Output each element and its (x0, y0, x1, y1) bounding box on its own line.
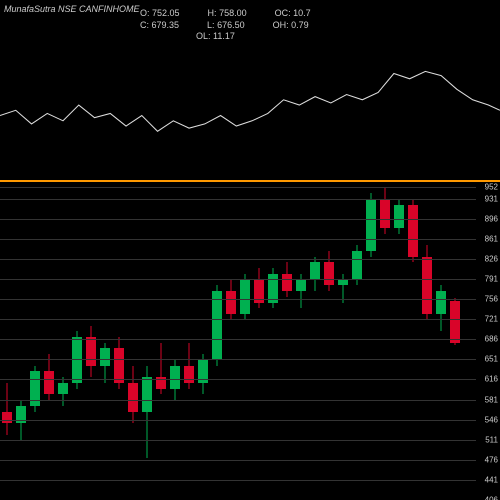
grid-line (0, 259, 476, 260)
candle (100, 182, 110, 500)
candle-body (436, 291, 446, 314)
candle-body (380, 199, 390, 228)
y-axis-label: 616 (485, 375, 498, 384)
grid-line (0, 279, 476, 280)
grid-line (0, 299, 476, 300)
candle (58, 182, 68, 500)
y-axis-label: 791 (485, 275, 498, 284)
y-axis-label: 406 (485, 496, 498, 500)
candle-wick (7, 383, 8, 435)
y-axis-label: 546 (485, 415, 498, 424)
candle-body (422, 257, 432, 314)
candle-body (128, 383, 138, 412)
y-axis-label: 651 (485, 355, 498, 364)
grid-line (0, 319, 476, 320)
candle (128, 182, 138, 500)
candle (254, 182, 264, 500)
y-axis-label: 511 (485, 435, 498, 444)
y-axis-label: 721 (485, 315, 498, 324)
grid-line (0, 339, 476, 340)
grid-line (0, 219, 476, 220)
candle (44, 182, 54, 500)
line-chart-panel: MunafaSutra NSE CANFINHOME O: 752.05 H: … (0, 0, 500, 180)
candle-body (142, 377, 152, 411)
candle (156, 182, 166, 500)
y-axis-label: 581 (485, 395, 498, 404)
candle-body (450, 301, 460, 343)
candle-body (2, 412, 12, 423)
candle (2, 182, 12, 500)
candle (282, 182, 292, 500)
y-axis-label: 952 (485, 182, 498, 191)
candle (226, 182, 236, 500)
grid-line (0, 460, 476, 461)
candle (450, 182, 460, 500)
candle-body (30, 371, 40, 405)
y-axis-label: 826 (485, 254, 498, 263)
candle-body (58, 383, 68, 394)
candle-body (282, 274, 292, 291)
candle (408, 182, 418, 500)
candle (114, 182, 124, 500)
candle (86, 182, 96, 500)
y-axis-label: 896 (485, 214, 498, 223)
grid-line (0, 400, 476, 401)
candle-body (212, 291, 222, 360)
candle (296, 182, 306, 500)
candle-body (114, 348, 124, 382)
candle (198, 182, 208, 500)
grid-line (0, 359, 476, 360)
candle-body (394, 205, 404, 228)
y-axis-label: 931 (485, 194, 498, 203)
candle (422, 182, 432, 500)
candle (16, 182, 26, 500)
candle (352, 182, 362, 500)
grid-line (0, 199, 476, 200)
candle (30, 182, 40, 500)
candle-body (100, 348, 110, 365)
candle (394, 182, 404, 500)
candle (72, 182, 82, 500)
candle-body (352, 251, 362, 280)
candle-body (226, 291, 236, 314)
line-chart-svg (0, 0, 500, 189)
candle (338, 182, 348, 500)
grid-line (0, 379, 476, 380)
y-axis-label: 861 (485, 234, 498, 243)
grid-line (0, 420, 476, 421)
y-axis-label: 686 (485, 335, 498, 344)
candle (366, 182, 376, 500)
grid-line (0, 239, 476, 240)
grid-line (0, 440, 476, 441)
grid-line (0, 480, 476, 481)
candle-body (44, 371, 54, 394)
candle (170, 182, 180, 500)
candle-body (296, 280, 306, 291)
candle-body (324, 262, 334, 285)
candle (212, 182, 222, 500)
candle (324, 182, 334, 500)
candle (240, 182, 250, 500)
candle-body (338, 280, 348, 286)
candle (184, 182, 194, 500)
candle-body (310, 262, 320, 279)
candle-plot-area (0, 182, 476, 500)
candle-body (366, 199, 376, 251)
candlestick-panel: 406 441 476 511 546 581 616 651 686 721 756 791 826 8… (0, 182, 500, 500)
candle-body (240, 280, 250, 314)
grid-line (0, 187, 476, 188)
candle-body (170, 366, 180, 389)
y-axis-label: 756 (485, 295, 498, 304)
y-axis-label: 441 (485, 475, 498, 484)
candle (268, 182, 278, 500)
candle (380, 182, 390, 500)
y-axis-label: 476 (485, 455, 498, 464)
candle-body (408, 205, 418, 257)
candle (436, 182, 446, 500)
candle (142, 182, 152, 500)
candle (310, 182, 320, 500)
chart-container: MunafaSutra NSE CANFINHOME O: 752.05 H: … (0, 0, 500, 500)
candle-body (86, 337, 96, 366)
